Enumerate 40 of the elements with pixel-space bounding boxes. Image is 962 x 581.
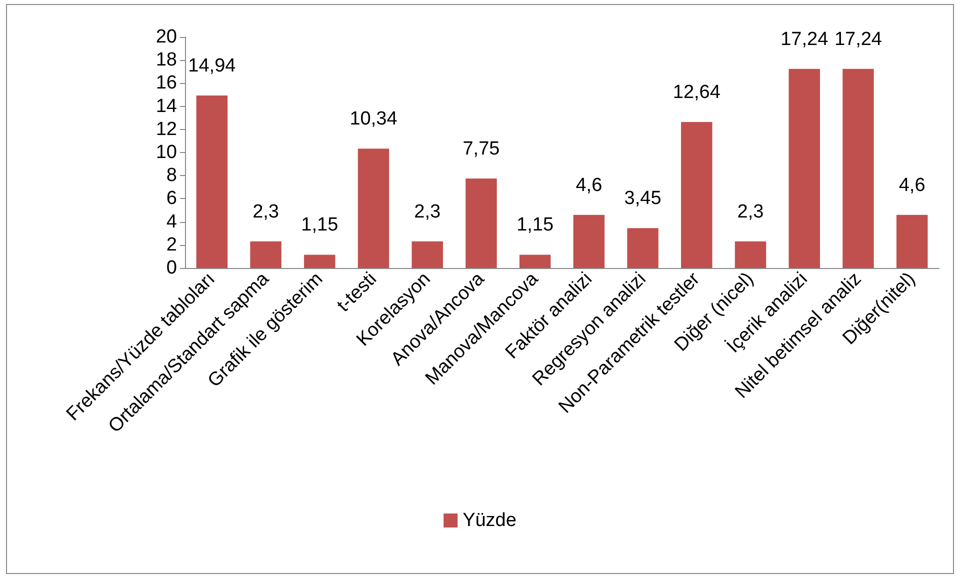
y-tick-label: 8: [166, 165, 177, 186]
data-label: 17,24: [834, 28, 882, 50]
bar: [896, 214, 928, 268]
bar: [573, 214, 605, 268]
y-tick-label: 14: [156, 96, 178, 117]
y-tick-label: 12: [156, 118, 177, 140]
y-tick-label: 0: [166, 258, 177, 278]
bar: [196, 95, 228, 268]
data-label: 4,6: [576, 174, 602, 196]
y-tick-label: 10: [156, 142, 177, 163]
bar: [304, 254, 336, 268]
y-tick-label: 2: [166, 234, 177, 256]
data-label: 3,45: [624, 188, 662, 210]
data-label: 2,3: [737, 201, 764, 222]
bar: [412, 241, 443, 268]
data-label: 10,34: [350, 108, 398, 130]
data-label: 17,24: [780, 28, 829, 50]
bar: [788, 68, 820, 268]
legend-label: Yüzde: [462, 510, 516, 531]
data-label: 2,3: [252, 201, 279, 222]
bar: [519, 254, 551, 268]
y-tick-label: 16: [156, 72, 177, 94]
bar: [466, 178, 497, 268]
data-label: 1,15: [301, 214, 338, 236]
y-tick-label: 20: [156, 26, 177, 48]
data-label: 7,75: [462, 138, 500, 160]
bar: [627, 228, 658, 268]
bar: [250, 241, 282, 268]
bar: [681, 122, 712, 268]
y-tick-label: 6: [166, 188, 177, 210]
y-tick-label: 4: [166, 211, 178, 232]
data-label: 2,3: [414, 201, 441, 222]
data-label: 14,94: [188, 55, 236, 76]
bar: [734, 241, 766, 268]
y-tick-label: 18: [156, 50, 177, 71]
data-label: 12,64: [672, 82, 721, 104]
bar: [842, 68, 874, 268]
data-label: 1,15: [516, 214, 554, 236]
bar: [358, 148, 390, 268]
data-label: 4,6: [898, 174, 926, 196]
